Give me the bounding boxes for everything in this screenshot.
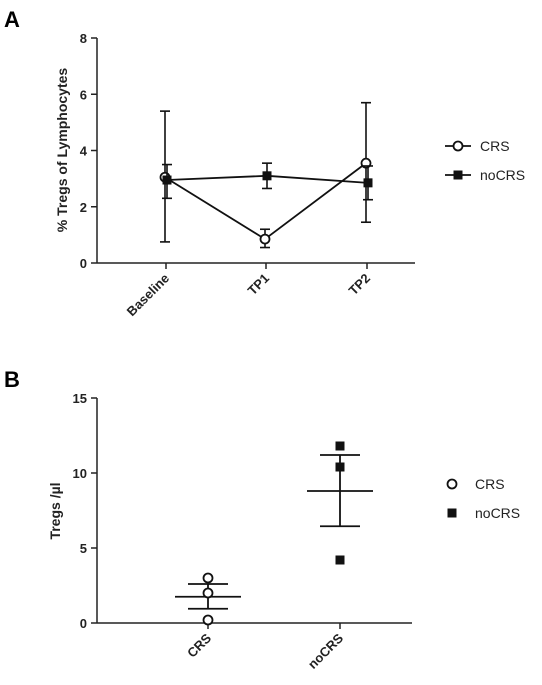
panel-a-y-tick-label: 8 [80,31,87,46]
panel-b-x-ticks: CRS noCRS [184,623,346,672]
panel-a-y-tick-label: 2 [80,200,87,215]
panel-a-point [262,171,272,181]
panel-b-series-crs [175,572,241,626]
panel-b-y-tick-label: 10 [73,466,87,481]
panel-b-y-tick-label: 15 [73,391,87,406]
panel-a-y-axis-label: % Tregs of Lymphocytes [54,68,70,233]
panel-a-series [159,101,373,249]
panel-a-legend: CRS noCRS [445,138,525,183]
panel-a-point [363,178,373,188]
panel-b-legend-label: CRS [475,476,505,492]
panel-b-y-axis-label: Tregs /µl [47,482,63,539]
panel-a-y-ticks: 0 2 4 6 8 [80,31,97,271]
panel-b-point [335,462,345,472]
panel-a-y-tick-label: 6 [80,87,87,102]
panel-a: A % Tregs of Lymphocytes 0 2 4 6 8 Baseline T… [4,7,525,319]
panel-b-point [202,587,214,599]
panel-b-legend: CRS noCRS [446,476,520,521]
panel-a-y-tick-label: 4 [80,144,88,159]
panel-a-letter: A [4,7,20,32]
panel-a-series-nocrs [162,162,373,201]
panel-a-legend-marker [453,170,463,180]
panel-a-legend-label: CRS [480,138,510,154]
panel-b-point [202,614,214,626]
panel-b-x-tick-label: noCRS [305,630,346,671]
panel-b-series [175,441,373,626]
panel-a-x-tick-label: TP2 [346,271,373,298]
panel-b: B Tregs /µl 0 5 10 15 CRS noCRS CRS noCRS [4,367,520,672]
panel-b-y-ticks: 0 5 10 15 [73,391,97,631]
panel-a-y-tick-label: 0 [80,256,87,271]
panel-a-x-tick-label: Baseline [124,271,172,319]
panel-a-x-ticks: Baseline TP1 TP2 [124,263,373,319]
panel-b-x-tick-label: CRS [184,630,214,660]
panel-b-point [202,572,214,584]
panel-b-legend-marker [446,478,458,490]
panel-b-y-tick-label: 5 [80,541,87,556]
panel-a-legend-marker [452,140,464,152]
panel-a-legend-label: noCRS [480,167,525,183]
panel-b-series-nocrs [307,441,373,565]
panel-b-letter: B [4,367,20,392]
panel-a-x-tick-label: TP1 [245,271,272,298]
panel-b-legend-label: noCRS [475,505,520,521]
panel-a-point [162,175,172,185]
panel-a-point [259,233,271,245]
panel-b-point [335,555,345,565]
panel-b-legend-marker [447,508,457,518]
panel-b-y-tick-label: 0 [80,616,87,631]
panel-b-point [335,441,345,451]
